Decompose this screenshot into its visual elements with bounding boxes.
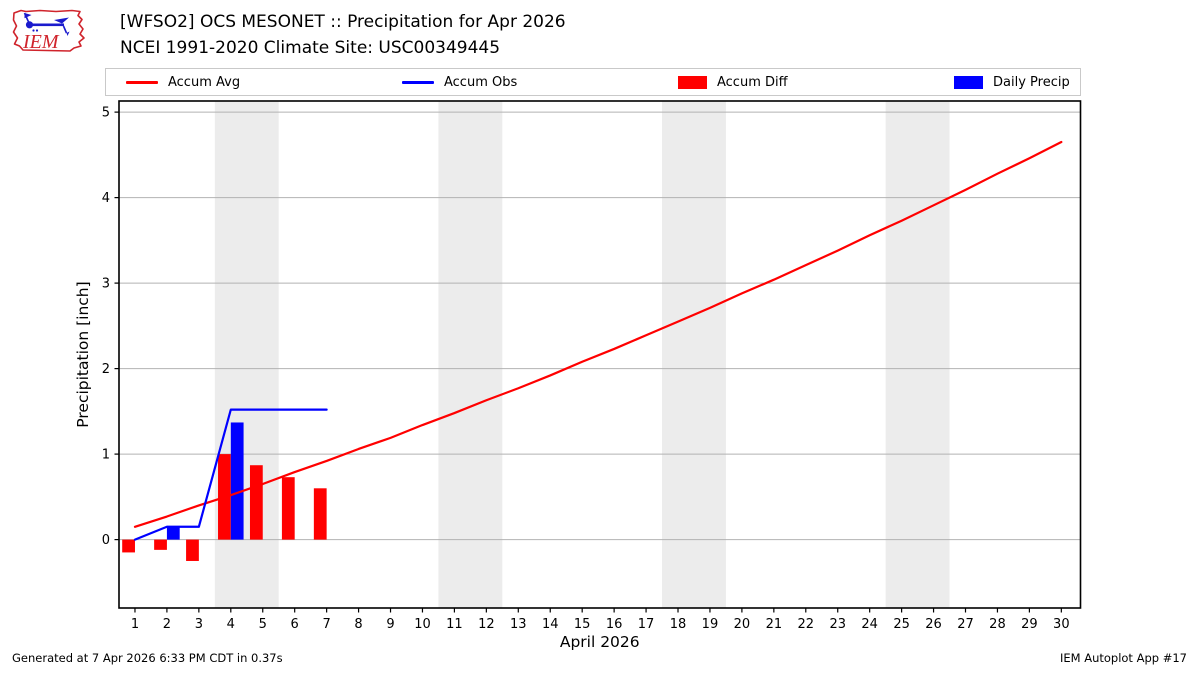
legend-entry-daily-precip: Daily Precip <box>954 69 1070 95</box>
x-tick-label: 2 <box>163 617 171 632</box>
plot-border <box>118 100 1082 609</box>
x-tick-label: 9 <box>386 617 394 632</box>
legend-label: Accum Obs <box>444 74 518 90</box>
iem-logo: IEM <box>12 9 85 53</box>
accum-diff-bar <box>186 539 199 561</box>
x-tick-label: 8 <box>354 617 362 632</box>
x-tick-label: 6 <box>291 617 299 632</box>
x-tick-label: 4 <box>227 617 235 632</box>
accum-obs-line-swatch-icon <box>402 80 434 84</box>
x-tick-label: 30 <box>1053 617 1070 632</box>
accum-obs-line <box>133 408 328 541</box>
x-tick-label: 22 <box>798 617 815 632</box>
x-tick-label: 19 <box>702 617 719 632</box>
legend-label: Accum Diff <box>717 74 788 90</box>
legend-entry-accum-diff: Accum Diff <box>678 69 788 95</box>
accum-avg-line <box>133 140 1063 528</box>
accum-diff-box-swatch-icon <box>678 75 707 89</box>
x-tick-label: 14 <box>542 617 559 632</box>
x-tick-label: 26 <box>925 617 942 632</box>
x-tick-label: 20 <box>734 617 751 632</box>
x-tick-label: 7 <box>322 617 330 632</box>
accum-avg-line-swatch-icon <box>126 80 158 84</box>
y-tick-label: 0 <box>102 533 110 548</box>
y-axis-label: Precipitation [inch] <box>74 281 92 427</box>
chart-legend: Accum Avg Accum Obs Accum Diff Daily Pre… <box>105 68 1081 96</box>
weather-station-icon <box>23 12 70 36</box>
x-tick-label: 12 <box>478 617 495 632</box>
x-tick-label: 11 <box>446 617 463 632</box>
accum-diff-bar <box>313 488 327 540</box>
y-tick-label: 2 <box>102 362 110 377</box>
daily-precip-bar <box>230 422 244 540</box>
x-tick-label: 5 <box>259 617 267 632</box>
x-tick-label: 18 <box>670 617 687 632</box>
x-tick-label: 29 <box>1021 617 1038 632</box>
x-tick-label: 27 <box>957 617 974 632</box>
footer-app-id: IEM Autoplot App #17 <box>1059 651 1187 665</box>
x-tick-label: 3 <box>195 617 203 632</box>
chart-title: [WFSO2] OCS MESONET :: Precipitation for… <box>120 12 566 32</box>
x-tick-label: 15 <box>574 617 591 632</box>
weekend-band <box>438 101 503 608</box>
x-tick-label: 28 <box>989 617 1006 632</box>
weekend-band <box>885 101 950 608</box>
x-tick-label: 25 <box>893 617 910 632</box>
x-axis-label: April 2026 <box>560 633 640 651</box>
y-tick-label: 4 <box>102 191 110 206</box>
x-tick-label: 24 <box>861 617 878 632</box>
iowa-outline-icon <box>12 9 85 52</box>
x-tick-label: 21 <box>766 617 783 632</box>
legend-label: Daily Precip <box>993 74 1070 90</box>
x-tick-label: 13 <box>510 617 527 632</box>
accum-diff-bar <box>122 539 135 553</box>
weekend-band <box>662 101 726 608</box>
accum-diff-bar <box>249 465 263 540</box>
iem-logo-text: IEM <box>22 31 60 53</box>
title-block: [WFSO2] OCS MESONET :: Precipitation for… <box>120 9 566 61</box>
y-tick-label: 5 <box>102 106 110 121</box>
x-tick-label: 1 <box>131 617 139 632</box>
daily-precip-box-swatch-icon <box>954 75 983 89</box>
legend-entry-accum-avg: Accum Avg <box>126 69 240 95</box>
y-tick-label: 1 <box>102 448 110 463</box>
x-tick-label: 23 <box>829 617 846 632</box>
y-tick-label: 3 <box>102 277 110 292</box>
x-tick-label: 17 <box>638 617 655 632</box>
legend-entry-accum-obs: Accum Obs <box>402 69 517 95</box>
accum-diff-bar <box>281 477 295 540</box>
x-tick-label: 10 <box>414 617 431 632</box>
accum-diff-bar <box>154 539 167 550</box>
x-tick-label: 16 <box>606 617 623 632</box>
footer-generated-at: Generated at 7 Apr 2026 6:33 PM CDT in 0… <box>12 651 283 665</box>
daily-precip-bar <box>166 526 180 540</box>
chart-subtitle: NCEI 1991-2020 Climate Site: USC00349445 <box>120 38 501 58</box>
legend-label: Accum Avg <box>168 74 241 90</box>
